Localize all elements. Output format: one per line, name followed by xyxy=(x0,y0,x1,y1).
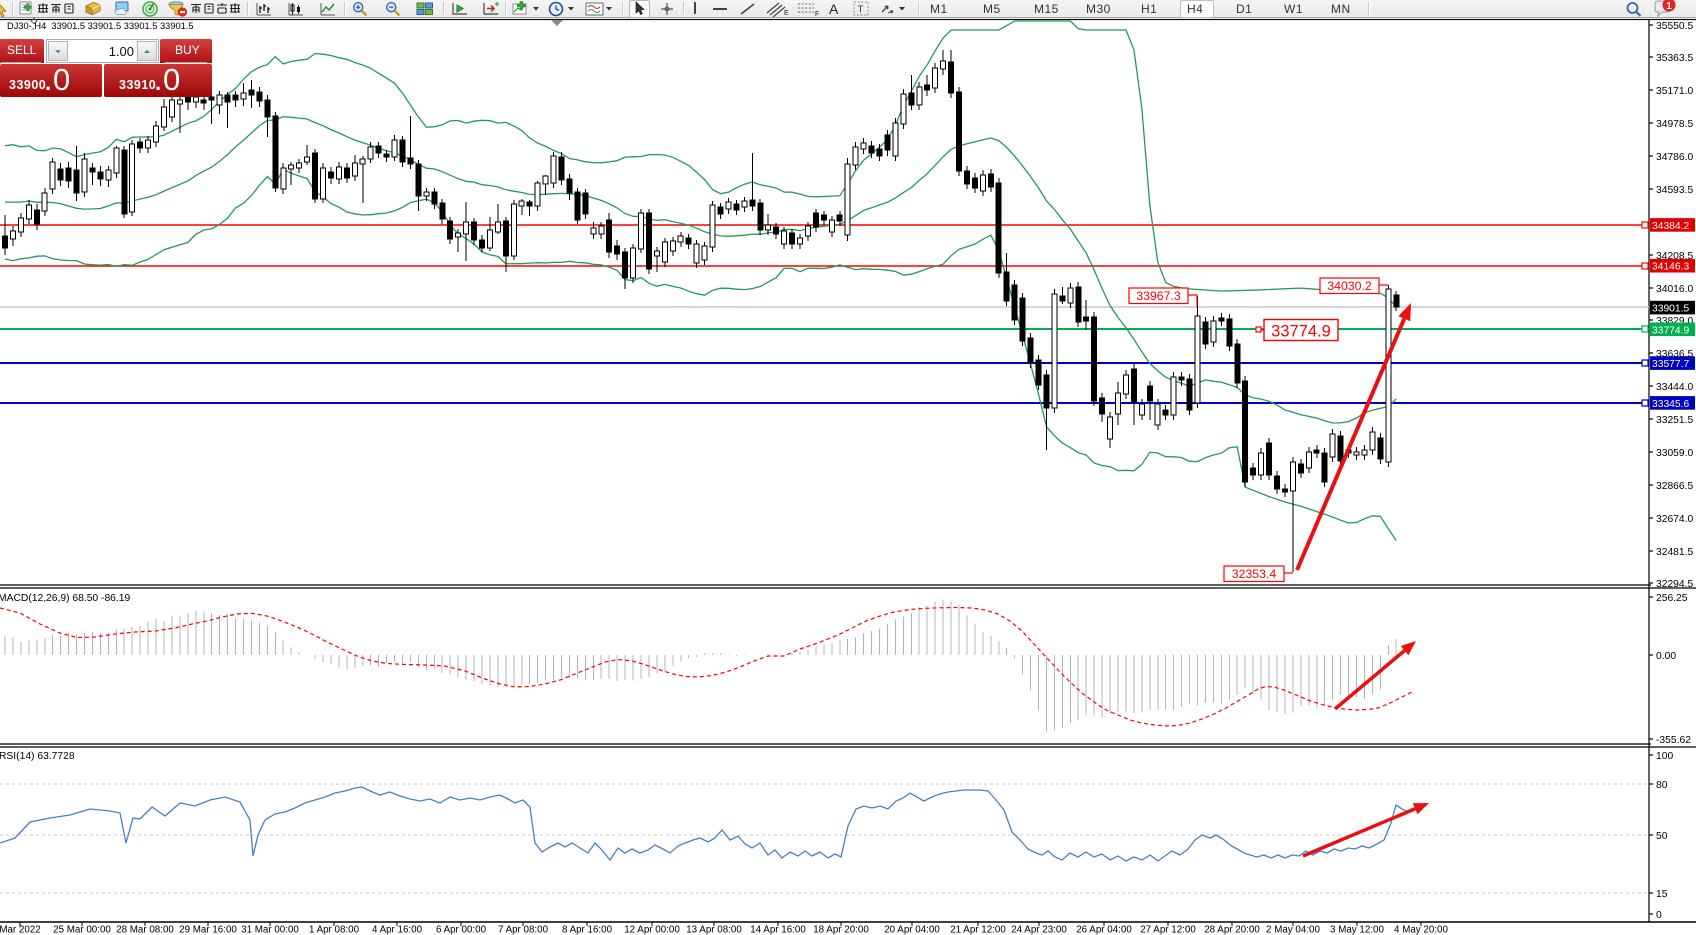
svg-text:33967.3: 33967.3 xyxy=(1136,289,1181,303)
svg-text:4 May 20:00: 4 May 20:00 xyxy=(1394,925,1448,935)
svg-text:24 Apr 23:00: 24 Apr 23:00 xyxy=(1011,925,1067,935)
svg-text:MACD(12,26,9) 68.50 -86.19: MACD(12,26,9) 68.50 -86.19 xyxy=(0,593,130,604)
svg-text:34016.0: 34016.0 xyxy=(1656,284,1693,295)
svg-text:34384.2: 34384.2 xyxy=(1652,221,1689,232)
svg-text:1 Apr 08:00: 1 Apr 08:00 xyxy=(309,925,360,935)
svg-text:256.25: 256.25 xyxy=(1656,593,1688,604)
svg-text:18 Apr 20:00: 18 Apr 20:00 xyxy=(813,925,869,935)
svg-text:35171.0: 35171.0 xyxy=(1656,86,1693,97)
svg-text:50: 50 xyxy=(1656,831,1668,842)
svg-text:F: F xyxy=(815,11,819,17)
svg-text:33444.0: 33444.0 xyxy=(1656,382,1693,393)
svg-text:27 Apr 12:00: 27 Apr 12:00 xyxy=(1140,925,1196,935)
svg-text:34030.2: 34030.2 xyxy=(1327,279,1372,293)
svg-text:32353.4: 32353.4 xyxy=(1232,567,1277,581)
svg-text:28 Apr 20:00: 28 Apr 20:00 xyxy=(1204,925,1260,935)
svg-text:1: 1 xyxy=(1666,1,1672,12)
svg-text:34593.5: 34593.5 xyxy=(1656,185,1693,196)
svg-text:20 Apr 04:00: 20 Apr 04:00 xyxy=(884,925,940,935)
svg-text:32674.0: 32674.0 xyxy=(1656,514,1693,525)
svg-text:34978.5: 34978.5 xyxy=(1656,119,1693,130)
svg-text:32481.5: 32481.5 xyxy=(1656,547,1693,558)
svg-text:35550.5: 35550.5 xyxy=(1656,21,1693,32)
svg-text:4 Apr 16:00: 4 Apr 16:00 xyxy=(372,925,423,935)
svg-text:DJ30-,H4 33901.5 33901.5 3390: DJ30-,H4 33901.5 33901.5 33901.5 33901.5 xyxy=(7,21,194,31)
svg-text:33636.5: 33636.5 xyxy=(1656,349,1693,360)
svg-text:RSI(14) 63.7728: RSI(14) 63.7728 xyxy=(0,751,75,762)
svg-text:100: 100 xyxy=(1656,751,1673,762)
svg-text:6 Apr 00:00: 6 Apr 00:00 xyxy=(436,925,487,935)
svg-text:34146.3: 34146.3 xyxy=(1652,262,1689,273)
svg-text:35363.5: 35363.5 xyxy=(1656,53,1693,64)
svg-text:33829.0: 33829.0 xyxy=(1656,316,1693,327)
svg-text:13 Apr 08:00: 13 Apr 08:00 xyxy=(686,925,742,935)
svg-text:33345.6: 33345.6 xyxy=(1652,399,1689,410)
svg-text:2 May 04:00: 2 May 04:00 xyxy=(1266,925,1320,935)
svg-text:T: T xyxy=(858,5,864,16)
svg-text:33251.5: 33251.5 xyxy=(1656,415,1693,426)
svg-text:12 Apr 00:00: 12 Apr 00:00 xyxy=(624,925,680,935)
svg-text:21 Apr 12:00: 21 Apr 12:00 xyxy=(950,925,1006,935)
svg-text:31 Mar 00:00: 31 Mar 00:00 xyxy=(241,925,299,935)
svg-text:15: 15 xyxy=(1656,889,1668,900)
svg-text:7 Apr 08:00: 7 Apr 08:00 xyxy=(498,925,549,935)
svg-text:34208.5: 34208.5 xyxy=(1656,251,1693,262)
svg-text:32294.5: 32294.5 xyxy=(1656,579,1693,590)
svg-text:34786.0: 34786.0 xyxy=(1656,152,1693,163)
svg-text:33774.9: 33774.9 xyxy=(1271,323,1331,341)
svg-text:14 Apr 16:00: 14 Apr 16:00 xyxy=(750,925,806,935)
svg-text:0.00: 0.00 xyxy=(1656,651,1676,662)
svg-text:80: 80 xyxy=(1656,780,1668,791)
svg-text:28 Mar 08:00: 28 Mar 08:00 xyxy=(116,925,174,935)
svg-text:Mar 2022: Mar 2022 xyxy=(0,925,41,935)
svg-text:-355.62: -355.62 xyxy=(1656,735,1691,746)
svg-text:8 Apr 16:00: 8 Apr 16:00 xyxy=(562,925,613,935)
svg-text:3 May 12:00: 3 May 12:00 xyxy=(1330,925,1384,935)
svg-text:26 Apr 04:00: 26 Apr 04:00 xyxy=(1076,925,1132,935)
svg-text:33774.9: 33774.9 xyxy=(1652,325,1689,336)
svg-text:33059.0: 33059.0 xyxy=(1656,448,1693,459)
svg-text:0: 0 xyxy=(1656,910,1662,921)
svg-text:32866.5: 32866.5 xyxy=(1656,481,1693,492)
svg-text:33901.5: 33901.5 xyxy=(1652,304,1689,315)
svg-text:29 Mar 16:00: 29 Mar 16:00 xyxy=(179,925,237,935)
svg-text:25 Mar 00:00: 25 Mar 00:00 xyxy=(53,925,111,935)
svg-text:E: E xyxy=(784,10,789,17)
svg-text:33577.7: 33577.7 xyxy=(1652,359,1689,370)
